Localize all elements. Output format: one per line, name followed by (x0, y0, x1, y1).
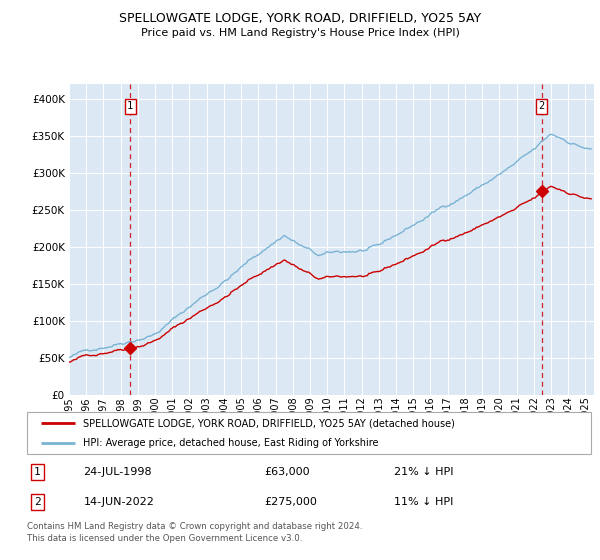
Text: SPELLOWGATE LODGE, YORK ROAD, DRIFFIELD, YO25 5AY: SPELLOWGATE LODGE, YORK ROAD, DRIFFIELD,… (119, 12, 481, 25)
Text: £275,000: £275,000 (264, 497, 317, 507)
Text: £63,000: £63,000 (264, 467, 310, 477)
Text: 1: 1 (34, 467, 41, 477)
Text: 2: 2 (34, 497, 41, 507)
Text: Contains HM Land Registry data © Crown copyright and database right 2024.
This d: Contains HM Land Registry data © Crown c… (27, 522, 362, 543)
Text: 2: 2 (538, 101, 545, 111)
FancyBboxPatch shape (27, 412, 591, 454)
Text: 21% ↓ HPI: 21% ↓ HPI (394, 467, 453, 477)
Text: HPI: Average price, detached house, East Riding of Yorkshire: HPI: Average price, detached house, East… (83, 438, 379, 448)
Text: Price paid vs. HM Land Registry's House Price Index (HPI): Price paid vs. HM Land Registry's House … (140, 28, 460, 38)
Text: 14-JUN-2022: 14-JUN-2022 (83, 497, 154, 507)
Text: SPELLOWGATE LODGE, YORK ROAD, DRIFFIELD, YO25 5AY (detached house): SPELLOWGATE LODGE, YORK ROAD, DRIFFIELD,… (83, 418, 455, 428)
Text: 24-JUL-1998: 24-JUL-1998 (83, 467, 152, 477)
Text: 1: 1 (127, 101, 133, 111)
Text: 11% ↓ HPI: 11% ↓ HPI (394, 497, 453, 507)
